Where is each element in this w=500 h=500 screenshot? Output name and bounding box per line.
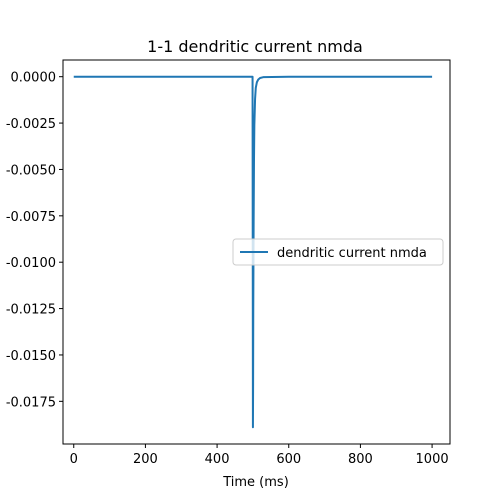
x-tick-label: 400 bbox=[205, 452, 230, 467]
plot-frame bbox=[62, 59, 451, 445]
y-axis: 0.0000 -0.0025 -0.0050 -0.0075 -0.0100 -0.012… bbox=[6, 71, 63, 410]
y-tick-label: -0.0150 bbox=[6, 349, 56, 364]
series-line bbox=[73, 75, 433, 429]
y-tick-label: -0.0025 bbox=[6, 117, 56, 132]
y-tick-label: -0.0125 bbox=[6, 303, 56, 318]
y-tick-label: 0.0000 bbox=[11, 71, 57, 86]
legend: dendritic current nmda bbox=[232, 238, 444, 266]
chart-title: 1-1 dendritic current nmda bbox=[147, 37, 363, 56]
y-tick-label: -0.0050 bbox=[6, 163, 56, 178]
y-tick-label: -0.0075 bbox=[6, 210, 56, 225]
x-tick-label: 1000 bbox=[416, 452, 449, 467]
series-layer bbox=[73, 75, 433, 429]
legend-box bbox=[232, 238, 444, 266]
x-axis-title: Time (ms) bbox=[222, 475, 289, 490]
legend-label: dendritic current nmda bbox=[277, 246, 427, 261]
x-tick-label: 200 bbox=[133, 452, 158, 467]
x-axis: 0 200 400 600 800 1000 bbox=[70, 444, 449, 467]
x-tick-label: 0 bbox=[70, 452, 78, 467]
y-tick-label: -0.0175 bbox=[6, 395, 56, 410]
x-tick-label: 600 bbox=[276, 452, 301, 467]
y-tick-label: -0.0100 bbox=[6, 256, 56, 271]
x-tick-label: 800 bbox=[348, 452, 373, 467]
